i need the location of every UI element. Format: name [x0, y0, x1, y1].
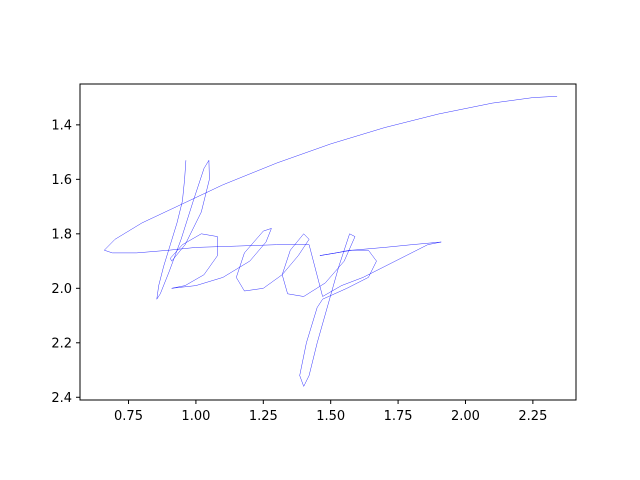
plot-area	[104, 96, 558, 387]
x-tick-label: 1.00	[181, 409, 210, 424]
x-tick-label: 1.25	[249, 409, 278, 424]
y-tick-label: 1.4	[51, 118, 72, 133]
x-tick-label: 1.75	[384, 409, 413, 424]
y-axis: 1.4 1.6 1.8 2.0 2.2 2.4	[51, 118, 80, 406]
y-tick-label: 2.4	[51, 391, 72, 406]
y-tick-label: 1.6	[51, 173, 72, 188]
x-tick-label: 1.50	[316, 409, 345, 424]
x-tick-label: 2.00	[451, 409, 480, 424]
y-tick-label: 2.0	[51, 282, 72, 297]
y-tick-label: 2.2	[51, 336, 72, 351]
y-tick-label: 1.8	[51, 227, 72, 242]
plot-frame	[79, 83, 577, 401]
series-line-0	[104, 96, 558, 387]
x-tick-label: 2.25	[518, 409, 547, 424]
x-tick-label: 0.75	[114, 409, 143, 424]
x-axis: 0.75 1.00 1.25 1.50 1.75 2.00 2.25	[114, 400, 547, 424]
